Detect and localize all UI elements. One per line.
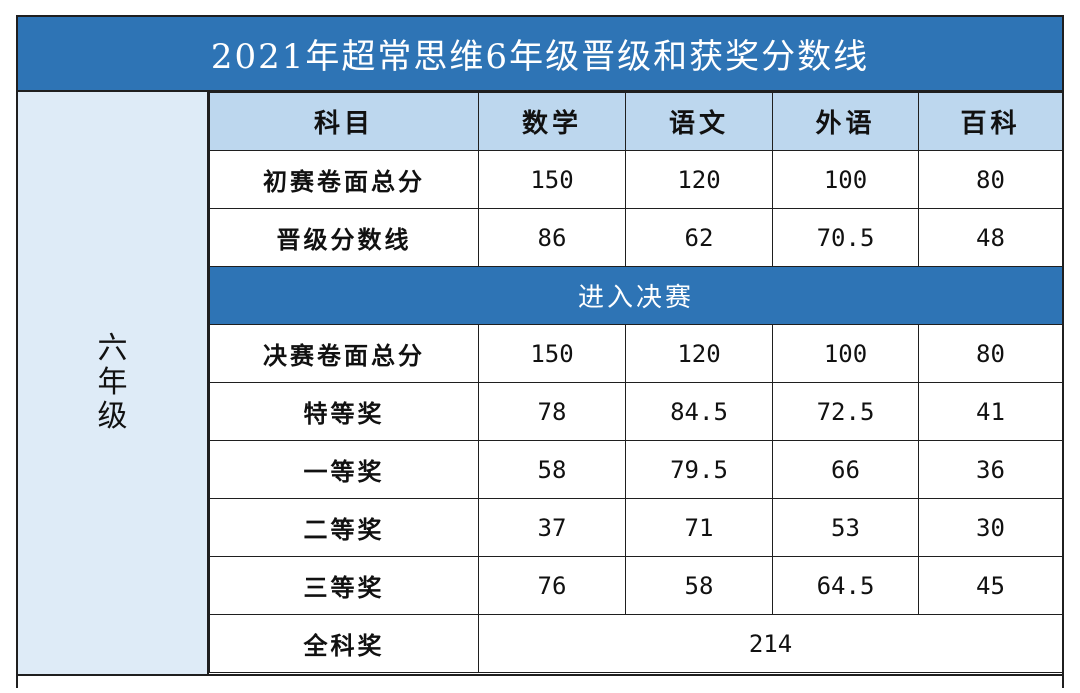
cell-value: 86: [478, 208, 626, 267]
cell-value: 70.5: [772, 208, 919, 267]
cell-value: 58: [478, 440, 626, 499]
cell-value: 150: [478, 324, 626, 383]
table-row: 三等奖 76 58 64.5 45: [209, 556, 1063, 615]
table-row: 特等奖 78 84.5 72.5 41: [209, 382, 1063, 441]
cell-value: 53: [772, 498, 919, 557]
row-label: 全科奖: [209, 614, 479, 673]
cell-value: 100: [772, 324, 919, 383]
cell-value: 84.5: [625, 382, 773, 441]
cell-value: 80: [918, 324, 1063, 383]
header-chinese: 语文: [625, 92, 773, 151]
cell-value: 120: [625, 150, 773, 209]
cell-value: 100: [772, 150, 919, 209]
cell-value: 80: [918, 150, 1063, 209]
table-row: 决赛卷面总分 150 120 100 80: [209, 324, 1063, 383]
row-label: 二等奖: [209, 498, 479, 557]
cell-value: 62: [625, 208, 773, 267]
header-math: 数学: [478, 92, 626, 151]
cell-value: 71: [625, 498, 773, 557]
score-grid: 科目 数学 语文 外语 百科 初赛卷面总分 150 120 100 80 晋级分…: [209, 92, 1063, 673]
cell-value: 150: [478, 150, 626, 209]
table-row: 全科奖 214: [209, 614, 1063, 673]
cell-value: 41: [918, 382, 1063, 441]
table-row: 晋级分数线 86 62 70.5 48: [209, 208, 1063, 267]
cell-value: 64.5: [772, 556, 919, 615]
cell-value: 76: [478, 556, 626, 615]
cell-value: 30: [918, 498, 1063, 557]
cell-value: 79.5: [625, 440, 773, 499]
cell-value: 66: [772, 440, 919, 499]
table-row: 初赛卷面总分 150 120 100 80: [209, 150, 1063, 209]
row-label: 晋级分数线: [209, 208, 479, 267]
row-label: 决赛卷面总分: [209, 324, 479, 383]
cell-value: 72.5: [772, 382, 919, 441]
header-foreign-language: 外语: [772, 92, 919, 151]
table-title: 2021年超常思维6年级晋级和获奖分数线: [18, 17, 1062, 92]
section-row: 进入决赛: [209, 266, 1063, 325]
header-row: 科目 数学 语文 外语 百科: [209, 92, 1063, 151]
cell-value: 214: [478, 614, 1063, 673]
cell-value: 37: [478, 498, 626, 557]
grade-cell: 六年级: [18, 92, 209, 674]
score-table-frame: 2021年超常思维6年级晋级和获奖分数线 六年级 科目 数学 语文 外语 百科 …: [16, 15, 1064, 688]
cell-value: 48: [918, 208, 1063, 267]
row-label: 三等奖: [209, 556, 479, 615]
cell-value: 78: [478, 382, 626, 441]
cell-value: 36: [918, 440, 1063, 499]
table-row: 一等奖 58 79.5 66 36: [209, 440, 1063, 499]
row-label: 一等奖: [209, 440, 479, 499]
cell-value: 58: [625, 556, 773, 615]
table-row: 二等奖 37 71 53 30: [209, 498, 1063, 557]
cell-value: 45: [918, 556, 1063, 615]
cell-value: 120: [625, 324, 773, 383]
header-subject: 科目: [209, 92, 479, 151]
row-label: 特等奖: [209, 382, 479, 441]
section-title: 进入决赛: [209, 266, 1063, 325]
header-general-knowledge: 百科: [918, 92, 1063, 151]
bottom-strip: [18, 674, 1062, 688]
grade-label: 六年级: [97, 331, 128, 434]
row-label: 初赛卷面总分: [209, 150, 479, 209]
